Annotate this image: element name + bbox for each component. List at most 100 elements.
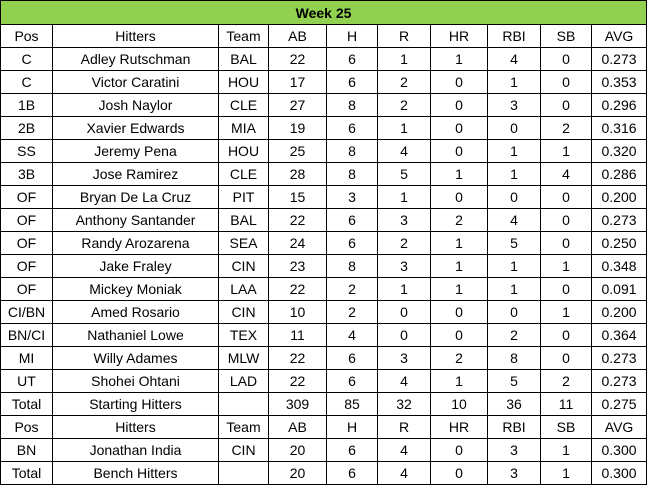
cell: 20 <box>268 438 327 462</box>
total-cell: 0 <box>430 461 488 485</box>
header-cell: Hitters <box>52 415 219 439</box>
cell: Adley Rutschman <box>52 47 219 71</box>
table-title: Week 25 <box>0 0 647 25</box>
cell: 0 <box>540 208 592 232</box>
total-name: Bench Hitters <box>52 461 219 485</box>
cell: 2 <box>326 300 378 324</box>
cell: 0 <box>377 323 431 347</box>
cell: 2 <box>487 323 541 347</box>
cell: C <box>0 70 53 94</box>
cell: 1 <box>430 369 488 393</box>
cell: BAL <box>218 208 269 232</box>
cell: 8 <box>326 254 378 278</box>
cell: 2 <box>326 277 378 301</box>
player-row: 3B Jose Ramirez CLE 28 8 5 1 1 4 0.286 <box>0 162 647 186</box>
cell: 6 <box>326 346 378 370</box>
cell: HOU <box>218 139 269 163</box>
cell: 0 <box>540 70 592 94</box>
cell: 0.200 <box>590 300 647 324</box>
cell: Jonathan India <box>52 438 219 462</box>
cell: 28 <box>268 162 327 186</box>
cell: CIN <box>218 438 269 462</box>
cell: 0 <box>487 185 541 209</box>
blank-cell <box>218 392 269 416</box>
total-label: Total <box>0 461 53 485</box>
cell: Shohei Ohtani <box>52 369 219 393</box>
player-row: SS Jeremy Pena HOU 25 8 4 0 1 1 0.320 <box>0 139 647 163</box>
cell: Anthony Santander <box>52 208 219 232</box>
cell: 0 <box>540 185 592 209</box>
cell: 1 <box>540 254 592 278</box>
cell: 0.300 <box>590 438 647 462</box>
cell: 0 <box>540 47 592 71</box>
player-row: 1B Josh Naylor CLE 27 8 2 0 3 0 0.296 <box>0 93 647 117</box>
cell: 1 <box>540 139 592 163</box>
cell: 8 <box>326 162 378 186</box>
cell: 22 <box>268 277 327 301</box>
cell: C <box>0 47 53 71</box>
cell: Jose Ramirez <box>52 162 219 186</box>
total-cell: 309 <box>268 392 327 416</box>
cell: 8 <box>326 139 378 163</box>
cell: 4 <box>540 162 592 186</box>
cell: 3 <box>377 346 431 370</box>
cell: 0.273 <box>590 208 647 232</box>
cell: OF <box>0 277 53 301</box>
header-cell: Pos <box>0 415 53 439</box>
cell: 6 <box>326 231 378 255</box>
header-cell: AB <box>268 415 327 439</box>
cell: 1 <box>377 185 431 209</box>
cell: LAD <box>218 369 269 393</box>
total-cell: 4 <box>377 461 431 485</box>
cell: 6 <box>326 369 378 393</box>
cell: 1 <box>430 47 488 71</box>
cell: 1 <box>430 162 488 186</box>
cell: 6 <box>326 70 378 94</box>
header-cell: AVG <box>590 415 647 439</box>
total-cell: 0.275 <box>590 392 647 416</box>
player-row: C Adley Rutschman BAL 22 6 1 1 4 0 0.273 <box>0 47 647 71</box>
player-row: UT Shohei Ohtani LAD 22 6 4 1 5 2 0.273 <box>0 369 647 393</box>
cell: 23 <box>268 254 327 278</box>
cell: 0.286 <box>590 162 647 186</box>
cell: TEX <box>218 323 269 347</box>
cell: CIN <box>218 300 269 324</box>
cell: 0.273 <box>590 47 647 71</box>
total-row: Total Starting Hitters 309 85 32 10 36 11 0.275 <box>0 392 647 416</box>
header-cell: Team <box>218 24 269 48</box>
total-cell: 0.300 <box>590 461 647 485</box>
cell: 22 <box>268 208 327 232</box>
cell: 1 <box>487 139 541 163</box>
cell: 0 <box>540 346 592 370</box>
cell: 1 <box>430 277 488 301</box>
cell: BN/CI <box>0 323 53 347</box>
cell: BAL <box>218 47 269 71</box>
cell: 0 <box>430 70 488 94</box>
total-name: Starting Hitters <box>52 392 219 416</box>
header-cell: SB <box>540 24 592 48</box>
cell: MLW <box>218 346 269 370</box>
cell: 0.273 <box>590 346 647 370</box>
cell: Jeremy Pena <box>52 139 219 163</box>
cell: SS <box>0 139 53 163</box>
cell: 6 <box>326 438 378 462</box>
player-row: 2B Xavier Edwards MIA 19 6 1 0 0 2 0.316 <box>0 116 647 140</box>
header-cell: AB <box>268 24 327 48</box>
cell: 19 <box>268 116 327 140</box>
total-cell: 11 <box>540 392 592 416</box>
header-cell: RBI <box>487 24 541 48</box>
cell: 0 <box>430 185 488 209</box>
cell: 0.364 <box>590 323 647 347</box>
total-cell: 6 <box>326 461 378 485</box>
cell: 3 <box>487 438 541 462</box>
cell: 0 <box>540 323 592 347</box>
header-cell: RBI <box>487 415 541 439</box>
cell: 0.250 <box>590 231 647 255</box>
cell: 2B <box>0 116 53 140</box>
total-cell: 10 <box>430 392 488 416</box>
player-row: OF Jake Fraley CIN 23 8 3 1 1 1 0.348 <box>0 254 647 278</box>
total-row: Total Bench Hitters 20 6 4 0 3 1 0.300 <box>0 461 647 485</box>
header-cell: Hitters <box>52 24 219 48</box>
cell: 0 <box>430 116 488 140</box>
cell: 1 <box>540 300 592 324</box>
